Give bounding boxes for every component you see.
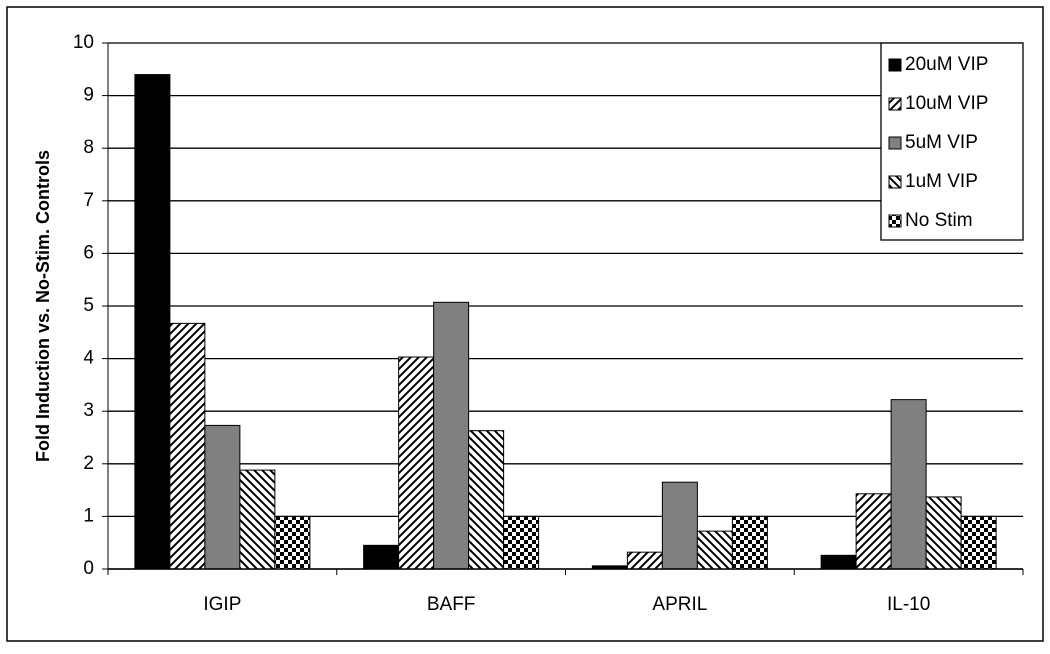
bar (960, 515, 997, 570)
bar (169, 322, 206, 570)
bar (274, 515, 311, 570)
bar (433, 301, 470, 570)
x-tick-label: APRIL (652, 594, 707, 615)
bar (855, 493, 892, 570)
y-tick-label: 1 (83, 505, 94, 526)
x-tick-label: IL-10 (887, 594, 930, 615)
bar (468, 430, 505, 570)
legend-label: No Stim (905, 210, 973, 231)
y-axis-label: Fold Induction vs. No-Stim. Controls (33, 150, 53, 462)
y-tick-label: 7 (83, 190, 94, 211)
legend-swatch (888, 214, 902, 228)
bar (661, 481, 698, 570)
x-tick-label: BAFF (427, 594, 476, 615)
legend-swatch (888, 136, 902, 150)
bar (204, 424, 241, 570)
y-tick-label: 5 (83, 295, 94, 316)
y-tick-label: 2 (83, 453, 94, 474)
bar (363, 544, 400, 570)
legend-label: 1uM VIP (905, 171, 978, 192)
y-tick-label: 6 (83, 242, 94, 263)
legend-box (880, 42, 1024, 241)
legend-label: 20uM VIP (905, 54, 988, 75)
y-tick-label: 4 (83, 348, 94, 369)
legend-swatch (888, 175, 902, 189)
x-tick-label: IGIP (203, 594, 241, 615)
y-tick-label: 9 (83, 85, 94, 106)
y-tick-label: 8 (83, 137, 94, 158)
bar (696, 530, 733, 570)
bar (503, 515, 540, 570)
bar (731, 515, 768, 570)
bar (239, 469, 276, 570)
legend-label: 10uM VIP (905, 93, 988, 114)
legend-label: 5uM VIP (905, 132, 978, 153)
bar (820, 554, 857, 570)
y-tick-label: 3 (83, 400, 94, 421)
bar (134, 74, 171, 570)
legend-swatch (888, 58, 902, 72)
y-tick-label: 10 (73, 32, 94, 53)
bar (890, 399, 927, 570)
bar (626, 551, 663, 570)
bar (925, 496, 962, 570)
legend-swatch (888, 97, 902, 111)
y-tick-label: 0 (83, 558, 94, 579)
bar (398, 356, 435, 570)
